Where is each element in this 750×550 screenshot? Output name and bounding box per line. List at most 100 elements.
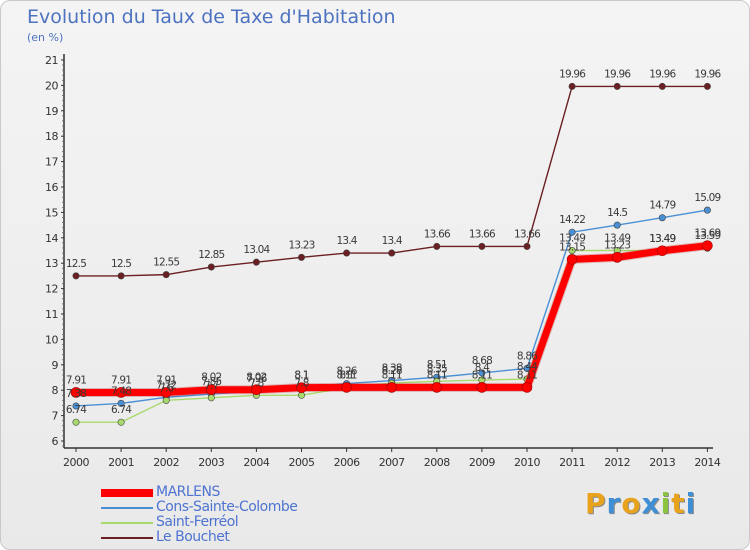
data-label-le-bouchet: 12.5	[111, 258, 131, 270]
data-label-marlens: 7.91	[111, 374, 131, 386]
x-tick-label: 2014	[694, 456, 720, 469]
data-label-saint-ferreol: 13.49	[559, 233, 585, 245]
data-point-le-bouchet	[343, 249, 351, 257]
legend-swatch	[101, 522, 153, 524]
data-label-marlens: 8.11	[517, 369, 537, 381]
data-point-marlens	[251, 384, 262, 395]
data-point-marlens	[206, 384, 217, 395]
data-label-saint-ferreol: 8.4	[475, 362, 490, 374]
data-label-cons-sainte-colombe: 7.85	[201, 376, 221, 388]
logo-letter: r	[606, 487, 622, 520]
data-point-saint-ferreol	[72, 418, 80, 426]
data-point-marlens	[341, 382, 352, 393]
x-tick-label: 2008	[424, 456, 450, 469]
data-point-cons-sainte-colombe	[703, 206, 711, 214]
data-point-marlens	[431, 382, 443, 393]
data-label-marlens: 13.49	[649, 233, 675, 245]
line-chart: 6 7 8 9 10 11 12 13 14 15 16 17 18 19 20 21 2000 2001 2002…	[45, 54, 722, 469]
y-tick-label: 13	[45, 257, 58, 270]
x-tick-label: 2010	[514, 456, 540, 469]
data-label-le-bouchet: 19.96	[694, 68, 721, 80]
y-tick-label: 10	[45, 333, 58, 346]
x-tick-label: 2009	[469, 456, 495, 469]
data-point-le-bouchet	[658, 82, 666, 90]
data-point-saint-ferreol	[297, 391, 305, 399]
y-tick-label: 11	[45, 308, 58, 321]
data-point-marlens	[611, 252, 623, 263]
data-point-le-bouchet	[162, 271, 170, 279]
y-tick-label: 14	[45, 232, 58, 245]
data-point-marlens	[296, 382, 307, 393]
data-point-marlens	[476, 382, 488, 393]
data-label-marlens: 8.11	[337, 369, 357, 381]
y-tick-label: 21	[45, 54, 58, 67]
data-point-le-bouchet	[297, 253, 305, 261]
data-label-marlens: 8.11	[472, 369, 492, 381]
x-tick-label: 2011	[559, 456, 585, 469]
data-point-le-bouchet	[523, 242, 531, 250]
legend-swatch	[101, 507, 153, 509]
logo-letter: x	[641, 487, 661, 520]
data-point-marlens	[521, 382, 533, 393]
logo-letter: i	[685, 487, 697, 520]
chart-title: Evolution du Taux de Taxe d'Habitation	[27, 6, 396, 28]
data-label-cons-sainte-colombe: 7.96	[246, 373, 267, 385]
logo-letter: t	[671, 487, 686, 520]
data-label-cons-sainte-colombe: 8.1	[294, 370, 308, 382]
data-point-cons-sainte-colombe	[613, 221, 621, 229]
data-label-saint-ferreol: 7.8	[294, 377, 308, 389]
data-label-cons-sainte-colombe: 15.09	[694, 192, 720, 204]
data-label-cons-sainte-colombe: 14.22	[559, 214, 585, 226]
data-label-saint-ferreol: 7.7	[204, 380, 218, 392]
data-label-le-bouchet: 19.96	[559, 68, 586, 80]
data-point-le-bouchet	[478, 242, 486, 250]
data-point-le-bouchet	[568, 82, 576, 90]
data-point-saint-ferreol	[568, 247, 576, 255]
data-label-le-bouchet: 12.85	[198, 249, 224, 261]
x-tick-label: 2013	[649, 456, 675, 469]
y-tick-label: 9	[52, 359, 59, 372]
data-label-le-bouchet: 13.4	[382, 235, 403, 247]
x-tick-label: 2003	[198, 456, 224, 469]
data-point-cons-sainte-colombe	[658, 214, 666, 222]
data-label-cons-sainte-colombe: 8.68	[472, 355, 492, 367]
data-label-marlens: 8.11	[382, 369, 402, 381]
data-label-saint-ferreol: 8.28	[382, 365, 402, 377]
data-label-le-bouchet: 13.66	[469, 228, 496, 240]
y-tick-label: 17	[45, 156, 58, 169]
x-tick-label: 2002	[153, 456, 179, 469]
x-tick-label: 2001	[108, 456, 134, 469]
data-label-cons-sainte-colombe: 8.26	[337, 366, 358, 378]
proxiti-logo: Proxiti	[585, 487, 696, 520]
data-label-marlens: 7.91	[66, 374, 86, 386]
data-label-le-bouchet: 13.4	[337, 235, 358, 247]
data-label-saint-ferreol: 13.49	[649, 233, 675, 245]
y-tick-label: 20	[45, 79, 58, 92]
legend-label: Cons-Sainte-Colombe	[156, 499, 298, 515]
data-point-le-bouchet	[388, 249, 396, 257]
data-label-marlens: 7.91	[156, 374, 176, 386]
data-point-marlens	[702, 240, 713, 251]
data-label-le-bouchet: 13.66	[514, 228, 541, 240]
legend-swatch	[101, 537, 153, 539]
data-label-saint-ferreol: 13.59	[694, 230, 720, 242]
y-tick-label: 15	[45, 206, 58, 219]
data-label-marlens: 8.11	[427, 369, 447, 381]
data-point-marlens	[656, 245, 668, 257]
logo-letter: o	[621, 487, 642, 520]
data-label-marlens: 13.69	[694, 228, 720, 240]
data-point-saint-ferreol	[117, 418, 125, 426]
data-label-marlens: 8.02	[246, 372, 266, 384]
data-label-le-bouchet: 13.66	[424, 228, 451, 240]
x-tick-label: 2012	[604, 456, 630, 469]
data-label-cons-sainte-colombe: 7.72	[156, 379, 176, 391]
data-label-cons-sainte-colombe: 7.48	[111, 385, 131, 397]
data-label-cons-sainte-colombe: 7.38	[66, 388, 86, 400]
y-tick-label: 18	[45, 130, 58, 143]
data-point-le-bouchet	[433, 242, 441, 250]
data-label-saint-ferreol: 13.49	[604, 233, 630, 245]
data-label-le-bouchet: 13.23	[288, 239, 314, 251]
x-tick-label: 2006	[334, 456, 360, 469]
data-point-le-bouchet	[613, 82, 621, 90]
data-point-cons-sainte-colombe	[117, 399, 125, 407]
